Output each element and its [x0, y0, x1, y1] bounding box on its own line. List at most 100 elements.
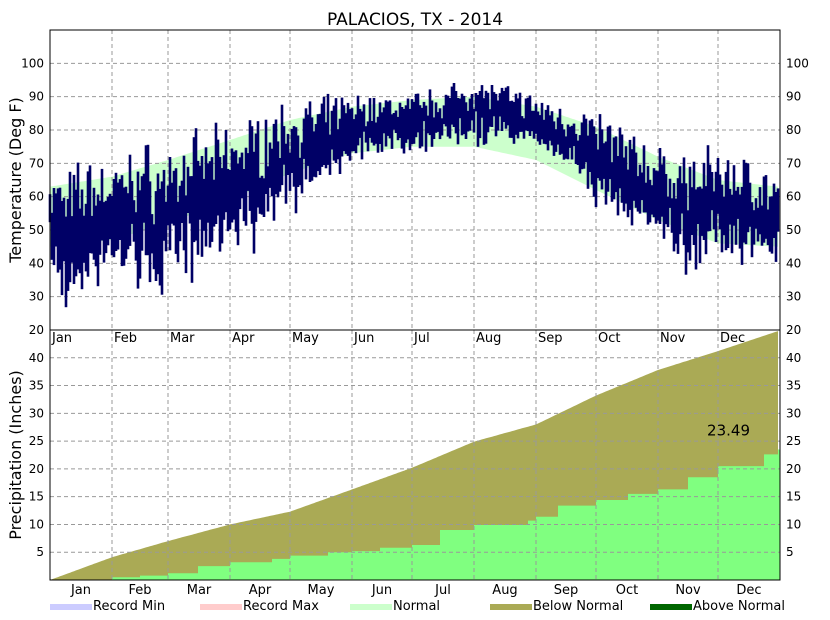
daily-temperature-bar: [148, 181, 152, 283]
daily-temperature-bar: [492, 92, 496, 117]
daily-temperature-bar: [462, 95, 466, 135]
precipitation-panel: 5 5 10 10 15 15 20 20 25 25 30 30 35 35 40 40 20 20 Precip…: [6, 323, 801, 598]
daily-temperature-bar: [694, 189, 698, 270]
daily-temperature-bar: [422, 101, 426, 122]
daily-temperature-bar: [344, 113, 348, 154]
daily-temperature-bar: [62, 197, 66, 262]
daily-temperature-bar: [618, 127, 622, 189]
daily-temperature-bar: [652, 168, 656, 218]
daily-temperature-bar: [754, 198, 758, 229]
daily-temperature-bar: [730, 194, 734, 254]
daily-temperature-bar: [278, 158, 282, 192]
daily-temperature-bar: [354, 114, 358, 154]
daily-temperature-bar: [92, 187, 96, 260]
daily-temperature-bar: [660, 164, 664, 217]
daily-temperature-bar: [482, 98, 486, 145]
precipitation-plot-frame: [49, 329, 781, 581]
precip-tick-left: 30: [29, 406, 44, 420]
daily-temperature-bar: [296, 135, 300, 187]
precip-tick-right: 15: [786, 490, 801, 504]
daily-temperature-bar: [334, 98, 338, 164]
chart-title: PALACIOS, TX - 2014: [327, 10, 503, 30]
daily-temperature-bar: [690, 187, 694, 235]
daily-temperature-bar: [376, 116, 380, 153]
legend-swatch: [350, 604, 392, 610]
daily-temperature-bar: [616, 156, 620, 216]
daily-temperature-bar: [622, 157, 626, 212]
daily-temperature-bar: [518, 92, 522, 132]
daily-temperature-bar: [444, 94, 448, 127]
daily-temperature-bar: [210, 157, 214, 242]
daily-temperature-bar: [208, 161, 212, 248]
daily-temperature-bar: [738, 194, 742, 249]
precip-tick-left: 40: [29, 351, 44, 365]
daily-temperature-bar: [716, 158, 720, 214]
daily-temperature-bar: [702, 162, 706, 240]
daily-temperature-bar: [108, 193, 112, 240]
daily-temperature-bar: [408, 108, 412, 151]
legend-label: Normal: [393, 599, 440, 614]
daily-temperature-bar: [282, 126, 286, 165]
daily-temperature-bar: [206, 163, 210, 223]
month-label: Feb: [128, 583, 151, 598]
daily-temperature-bar: [474, 93, 478, 112]
daily-temperature-bar: [388, 100, 392, 139]
daily-temperature-bar: [770, 196, 774, 254]
daily-temperature-bar: [368, 98, 372, 138]
daily-temperature-bar: [68, 171, 72, 283]
daily-temperature-bar: [380, 112, 384, 152]
observed-precipitation-area: [50, 449, 780, 580]
daily-temperature-bar: [178, 185, 182, 242]
daily-temperature-bar: [524, 98, 528, 131]
daily-temperature-bar: [114, 172, 118, 251]
daily-temperature-bar: [420, 107, 424, 147]
temp-tick-left: 40: [29, 256, 44, 270]
daily-temperature-bar: [436, 112, 440, 132]
daily-temperature-bar: [446, 95, 450, 137]
daily-temperature-bar: [766, 209, 770, 246]
daily-temperature-bar: [318, 113, 322, 175]
daily-temperature-bar: [768, 196, 772, 252]
precip-tick-right: 40: [786, 351, 801, 365]
daily-temperature-bar: [308, 101, 312, 182]
daily-temperature-bar: [712, 191, 716, 230]
daily-temperature-bar: [74, 189, 78, 277]
daily-temperature-bar: [128, 154, 132, 246]
daily-temperature-bar: [390, 114, 394, 149]
precip-tick-right: 20: [786, 462, 801, 476]
daily-temperature-bar: [360, 111, 364, 160]
daily-temperature-bar: [708, 164, 712, 232]
daily-temperature-bar: [346, 102, 350, 156]
daily-temperature-bar: [560, 124, 564, 154]
daily-temperature-bar: [714, 171, 718, 242]
daily-temperature-bar: [194, 128, 198, 241]
daily-temperature-bar: [188, 176, 192, 224]
daily-temperature-bar: [480, 85, 484, 118]
daily-temperature-bar: [326, 93, 330, 165]
month-label-top: Oct: [598, 331, 620, 346]
daily-temperature-bar: [566, 124, 570, 160]
daily-temperature-bar: [630, 149, 634, 226]
daily-temperature-bar: [88, 165, 92, 254]
legend-swatch: [650, 604, 692, 610]
daily-temperature-bar: [256, 121, 260, 208]
daily-temperature-bar: [378, 102, 382, 144]
daily-temperature-bar: [166, 185, 170, 226]
daily-temperature-bar: [460, 93, 464, 136]
daily-temperature-bar: [724, 171, 728, 251]
daily-temperature-bar: [452, 83, 456, 127]
legend-swatch: [50, 604, 92, 610]
daily-temperature-bar: [674, 198, 678, 244]
daily-temperature-bar: [350, 108, 354, 152]
temp-tick-right: 20: [786, 323, 801, 337]
temp-tick-left: 100: [21, 56, 44, 70]
daily-temperature-bar: [646, 166, 650, 225]
daily-temperature-bar: [544, 109, 548, 145]
temperature-axis-label: Temperature (Deg F): [6, 97, 25, 264]
daily-temperature-bar: [454, 91, 458, 134]
daily-temperature-bar: [120, 175, 124, 267]
daily-temperature-bar: [332, 105, 336, 161]
daily-temperature-bar: [410, 99, 414, 145]
daily-temperature-bar: [732, 165, 736, 226]
daily-temperature-bar: [464, 102, 468, 139]
